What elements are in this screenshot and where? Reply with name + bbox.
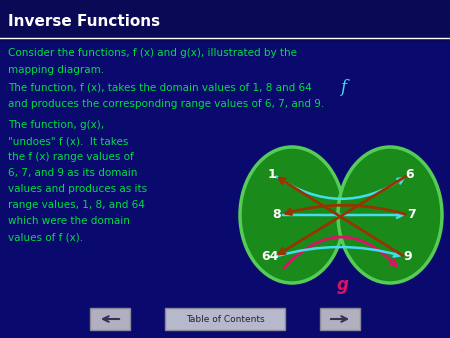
Text: 8: 8 <box>273 209 281 221</box>
Text: Table of Contents: Table of Contents <box>186 314 264 323</box>
Ellipse shape <box>338 147 442 283</box>
Text: the f (x) range values of: the f (x) range values of <box>8 152 134 162</box>
Text: 7: 7 <box>408 209 416 221</box>
Text: and produces the corresponding range values of 6, 7, and 9.: and produces the corresponding range val… <box>8 99 324 109</box>
Text: Consider the functions, f (x) and g(x), illustrated by the: Consider the functions, f (x) and g(x), … <box>8 48 297 58</box>
Ellipse shape <box>240 147 344 283</box>
Text: values and produces as its: values and produces as its <box>8 184 147 194</box>
Text: "undoes" f (x).  It takes: "undoes" f (x). It takes <box>8 136 128 146</box>
Text: which were the domain: which were the domain <box>8 216 130 226</box>
Text: 6: 6 <box>406 169 414 182</box>
Text: mapping diagram.: mapping diagram. <box>8 65 104 75</box>
Bar <box>90 308 130 330</box>
Text: Inverse Functions: Inverse Functions <box>8 14 160 29</box>
Bar <box>0 0 450 42</box>
Text: The function, g(x),: The function, g(x), <box>8 120 104 130</box>
Bar <box>165 308 285 330</box>
Text: range values, 1, 8, and 64: range values, 1, 8, and 64 <box>8 200 145 210</box>
Text: 1: 1 <box>268 169 276 182</box>
Text: g: g <box>337 276 349 294</box>
Text: 9: 9 <box>404 250 412 264</box>
Text: 64: 64 <box>261 250 279 264</box>
Bar <box>320 308 360 330</box>
Text: 6, 7, and 9 as its domain: 6, 7, and 9 as its domain <box>8 168 137 178</box>
Text: f: f <box>340 79 346 96</box>
Text: values of f (x).: values of f (x). <box>8 232 83 242</box>
Text: The function, f (x), takes the domain values of 1, 8 and 64: The function, f (x), takes the domain va… <box>8 82 312 92</box>
